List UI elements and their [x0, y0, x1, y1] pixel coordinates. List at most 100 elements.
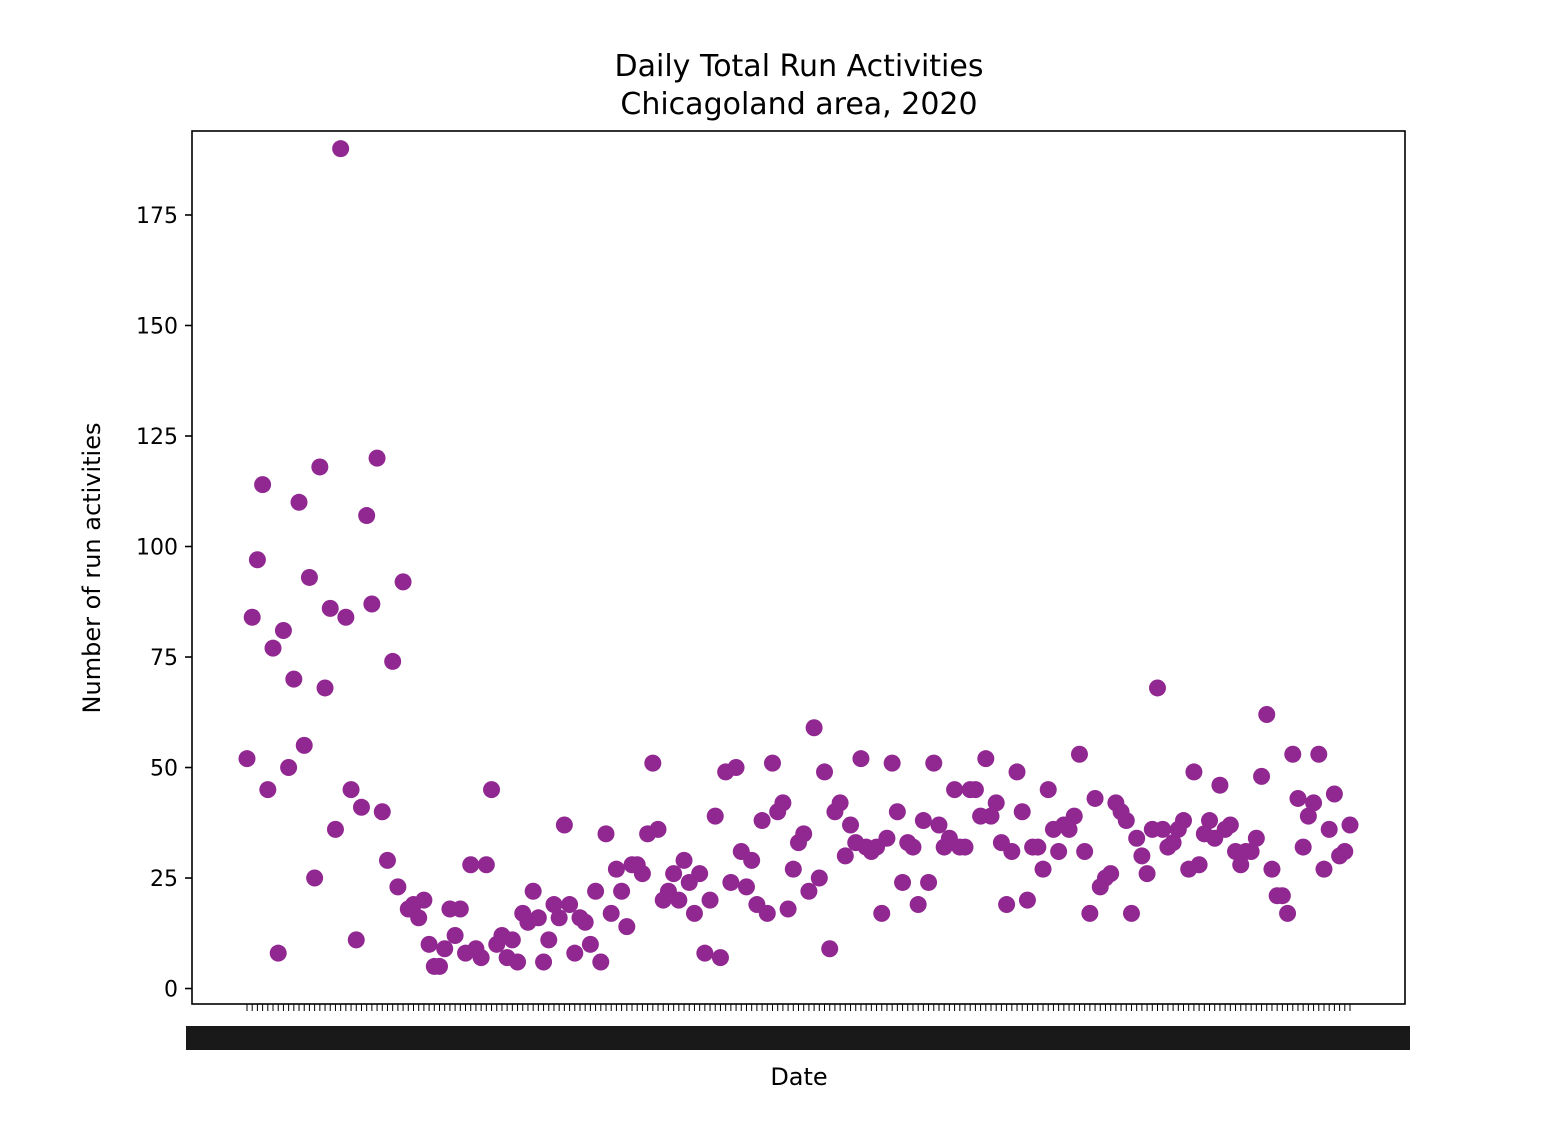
data-point	[649, 820, 667, 838]
data-point	[821, 940, 839, 958]
data-point	[1039, 781, 1057, 799]
data-point	[894, 873, 912, 891]
data-point	[363, 595, 381, 613]
data-point	[311, 458, 329, 476]
data-point	[368, 449, 386, 467]
data-point	[550, 909, 568, 927]
data-point	[987, 794, 1005, 812]
data-point	[878, 829, 896, 847]
data-point	[1117, 812, 1135, 830]
data-point	[998, 896, 1016, 914]
data-point	[1201, 812, 1219, 830]
data-point	[737, 878, 755, 896]
data-point	[1315, 860, 1333, 878]
data-point	[810, 869, 828, 887]
x-tick-labels-overlap	[186, 1026, 1410, 1050]
data-point	[1336, 843, 1354, 861]
data-points	[238, 140, 1359, 975]
data-point	[243, 608, 261, 626]
data-point	[384, 652, 402, 670]
data-point	[758, 904, 776, 922]
data-point	[784, 860, 802, 878]
data-point	[378, 851, 396, 869]
data-point	[540, 931, 558, 949]
data-point	[1279, 904, 1297, 922]
data-point	[888, 803, 906, 821]
data-point	[358, 507, 376, 525]
data-point	[800, 882, 818, 900]
data-point	[1232, 856, 1250, 874]
data-point	[691, 865, 709, 883]
data-point	[1221, 816, 1239, 834]
y-tick-label: 75	[150, 646, 178, 671]
data-point	[295, 736, 313, 754]
data-point	[587, 882, 605, 900]
data-point	[248, 551, 266, 569]
data-point	[873, 904, 891, 922]
data-point	[581, 935, 599, 953]
data-point	[462, 856, 480, 874]
data-point	[1070, 745, 1088, 763]
data-point	[1154, 820, 1172, 838]
data-point	[254, 476, 272, 494]
data-point	[956, 838, 974, 856]
data-point	[446, 926, 464, 944]
data-point	[831, 794, 849, 812]
data-point	[909, 896, 927, 914]
data-point	[306, 869, 324, 887]
data-point	[920, 873, 938, 891]
data-point	[930, 816, 948, 834]
data-point	[1133, 847, 1151, 865]
data-point	[711, 949, 729, 967]
data-point	[836, 847, 854, 865]
data-point	[1273, 887, 1291, 905]
data-point	[524, 882, 542, 900]
data-point	[722, 873, 740, 891]
data-point	[966, 781, 984, 799]
y-tick-label: 125	[136, 425, 178, 450]
data-point	[483, 781, 501, 799]
data-point	[529, 909, 547, 927]
data-point	[1253, 767, 1271, 785]
data-point	[431, 957, 449, 975]
data-point	[1102, 865, 1120, 883]
data-point	[1263, 860, 1281, 878]
data-point	[1076, 843, 1094, 861]
data-point	[727, 759, 745, 777]
data-point	[592, 953, 610, 971]
data-point	[675, 851, 693, 869]
data-point	[977, 750, 995, 768]
y-tick-label: 25	[150, 867, 178, 892]
data-point	[1247, 829, 1265, 847]
data-point	[238, 750, 256, 768]
data-point	[316, 679, 334, 697]
data-point	[1008, 763, 1026, 781]
data-point	[269, 944, 287, 962]
data-point	[805, 719, 823, 737]
data-point	[925, 754, 943, 772]
data-point	[576, 913, 594, 931]
data-point	[816, 763, 834, 781]
data-point	[1310, 745, 1328, 763]
data-point	[347, 931, 365, 949]
data-point	[914, 812, 932, 830]
data-point	[285, 670, 303, 688]
data-point	[1148, 679, 1166, 697]
data-point	[904, 838, 922, 856]
data-point	[670, 891, 688, 909]
chart-subtitle: Chicagoland area, 2020	[620, 87, 977, 122]
data-point	[300, 568, 318, 586]
data-point	[1122, 904, 1140, 922]
data-point	[1190, 856, 1208, 874]
data-point	[1003, 843, 1021, 861]
data-point	[1325, 785, 1343, 803]
data-point	[332, 140, 350, 158]
data-point	[290, 493, 308, 511]
data-point	[1050, 843, 1068, 861]
data-point	[795, 825, 813, 843]
data-point	[373, 803, 391, 821]
data-point	[852, 750, 870, 768]
data-point	[1211, 776, 1229, 794]
data-point	[394, 573, 412, 591]
